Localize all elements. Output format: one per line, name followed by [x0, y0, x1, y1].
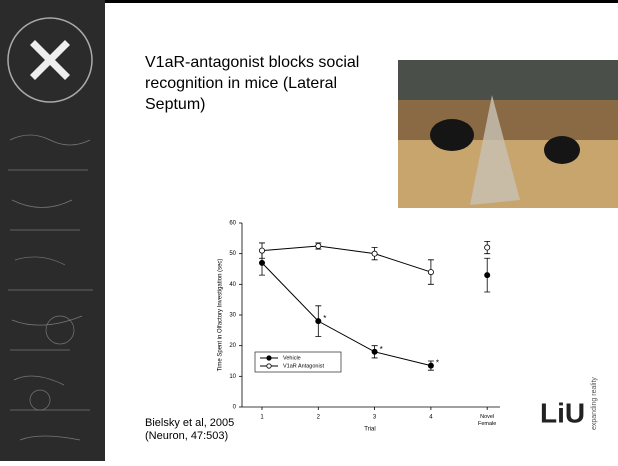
- chalkboard-strip: [0, 0, 105, 461]
- point: [315, 242, 322, 249]
- y-tick-label: 60: [229, 221, 236, 227]
- legend-marker: [266, 363, 272, 369]
- legend-label: V1aR Antagonist: [283, 363, 324, 369]
- slide-title: V1aR-antagonist blocks social recognitio…: [145, 54, 364, 113]
- series-line: [261, 262, 432, 367]
- x-tick-label: 2: [317, 415, 321, 421]
- y-tick-label: 40: [229, 282, 236, 288]
- significance-marker: *: [380, 345, 383, 354]
- point: [427, 269, 434, 276]
- legend-label: Vehicle: [283, 355, 301, 361]
- x-tick-label: 1: [260, 415, 264, 421]
- point: [371, 250, 378, 257]
- top-border: [0, 0, 618, 3]
- logo: LiU: [540, 397, 585, 428]
- significance-marker: *: [323, 314, 326, 323]
- y-tick-label: 20: [229, 343, 236, 349]
- point: [315, 318, 322, 325]
- y-tick-label: 0: [233, 405, 237, 411]
- point: [371, 348, 378, 355]
- legend-marker: [266, 355, 272, 361]
- chart: 0 10 20 30 40 50 60 1 2 3 4 Novel Female Trial Time Sp…: [218, 221, 500, 433]
- logo-tagline: expanding reality: [591, 377, 598, 430]
- point: [427, 362, 434, 369]
- university-emblem: [7, 17, 93, 103]
- point: [484, 272, 491, 279]
- point: [258, 259, 265, 266]
- x-tick-label: Novel Female: [478, 414, 496, 427]
- x-tick-label: 4: [429, 415, 433, 421]
- y-axis-label: Time Spent in Olfactory Investigation (s…: [218, 259, 224, 372]
- y-tick-label: 10: [229, 374, 236, 380]
- point: [258, 247, 265, 254]
- chalk-doodles: [8, 134, 93, 441]
- x-axis-label: Trial: [364, 427, 375, 433]
- series-line: [261, 245, 432, 273]
- photo: [398, 60, 618, 208]
- significance-marker: *: [436, 359, 439, 368]
- y-tick-label: 30: [229, 313, 236, 319]
- x-tick-label: 3: [373, 415, 377, 421]
- point: [484, 244, 491, 251]
- y-tick-label: 50: [229, 251, 236, 257]
- legend-box: [254, 351, 342, 373]
- citation: Bielsky et al, 2005 (Neuron, 47:503): [145, 417, 237, 442]
